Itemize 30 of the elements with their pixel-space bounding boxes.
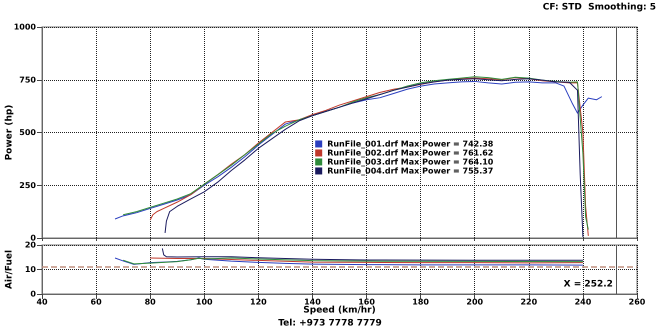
- x-tick-label: 160: [358, 298, 376, 306]
- x-axis-title: Speed (km/hr): [303, 306, 376, 316]
- y-tick-label: 10: [24, 265, 36, 274]
- y-tick-label: 500: [19, 128, 36, 137]
- x-tick-label: 40: [36, 298, 48, 306]
- y-axis-title: Air/Fuel: [4, 250, 14, 290]
- y-tick-label: 20: [24, 240, 36, 250]
- x-tick-label: 120: [250, 298, 268, 306]
- text: Tel: +973 7778 7779: [278, 318, 382, 328]
- y-tick-label: 0: [30, 234, 36, 242]
- y-tick-label: 1000: [14, 22, 36, 32]
- x-tick-label: 240: [574, 298, 592, 306]
- legend-label: RunFile_004.drf Max Power = 755.37: [327, 166, 494, 176]
- y-axis-title: Power (hp): [4, 104, 14, 160]
- legend-label: RunFile_001.drf Max Power = 742.38: [327, 139, 494, 148]
- ref-line-label: X = 252.2: [564, 280, 613, 290]
- y-tick-label: 0: [30, 290, 36, 298]
- x-tick-label: 200: [466, 298, 484, 306]
- x-tick-label: 180: [412, 298, 430, 306]
- y-tick-label: 750: [19, 75, 36, 84]
- x-tick-label: 60: [90, 298, 102, 306]
- legend-label: RunFile_002.drf Max Power = 761.62: [327, 148, 494, 158]
- x-tick-label: 100: [196, 298, 214, 306]
- x-tick-label: 260: [628, 298, 646, 306]
- y-tick-label: 250: [19, 180, 36, 190]
- x-tick-label: 80: [144, 298, 156, 306]
- x-tick-label: 220: [520, 298, 538, 306]
- text: CF: STD Smoothing: 5: [542, 2, 656, 12]
- x-tick-label: 140: [304, 298, 322, 306]
- legend-label: RunFile_003.drf Max Power = 764.10: [327, 157, 494, 166]
